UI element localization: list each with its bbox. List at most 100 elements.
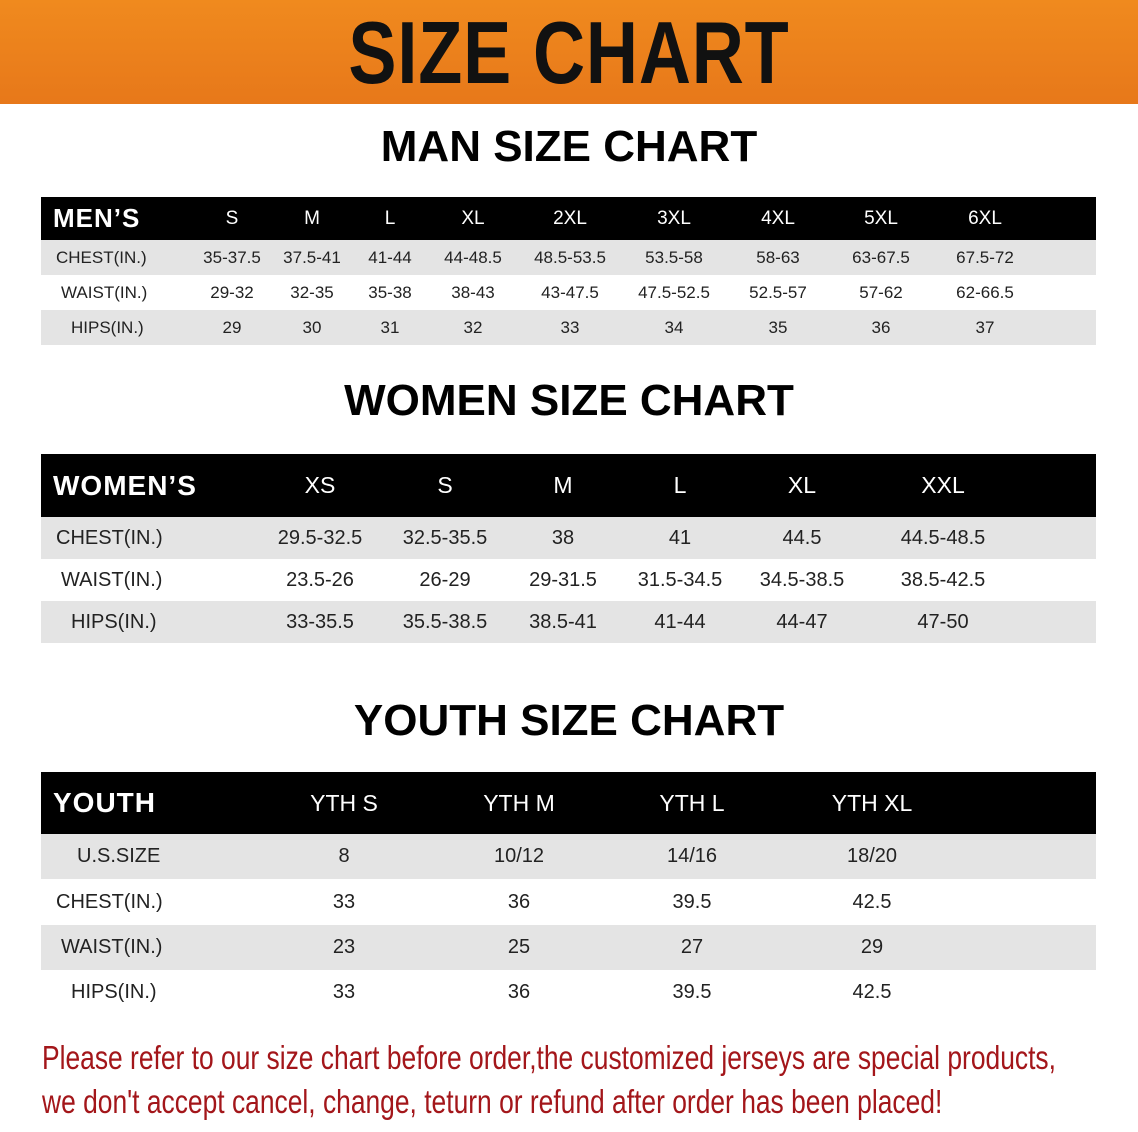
table-cell: 30	[302, 317, 322, 337]
table-cell: 26-29	[419, 568, 471, 591]
table-cell: 44.5-48.5	[900, 526, 986, 549]
size-header: XL	[461, 207, 485, 229]
size-header: M	[553, 472, 573, 498]
table-row: HIPS(IN.) 29 30 31 32 33 34 35 36 37	[41, 310, 1096, 345]
size-header: 3XL	[657, 207, 691, 229]
notice-line-2: we don't accept cancel, change, teturn o…	[42, 1083, 943, 1120]
table-row: WAIST(IN.) 29-32 32-35 35-38 38-43 43-47.5 47.…	[41, 275, 1096, 310]
banner: SIZE CHART	[0, 0, 1138, 104]
women-size-table: WOMEN’S XS S M L XL XXL CHEST(IN.) 29.5-32.5 32.…	[41, 454, 1096, 643]
table-cell: 67.5-72	[956, 247, 1014, 267]
table-cell: 23	[332, 936, 356, 958]
table-cell: 36	[507, 981, 531, 1003]
size-header: M	[304, 207, 320, 229]
table-cell: 43-47.5	[541, 282, 599, 302]
men-size-table: MEN’S S M L XL 2XL 3XL 4XL 5XL 6XL CHEST(IN.) 35-3…	[41, 197, 1096, 345]
table-cell: 58-63	[756, 247, 800, 267]
table-cell: 53.5-58	[645, 247, 703, 267]
table-cell: 39.5	[672, 890, 712, 913]
row-label: WAIST(IN.)	[61, 282, 148, 302]
size-header: 4XL	[761, 207, 795, 229]
table-cell: 35.5-38.5	[402, 610, 488, 633]
table-cell: 52.5-57	[749, 282, 807, 302]
size-header: XXL	[921, 472, 965, 498]
table-cell: 42.5	[852, 890, 892, 913]
size-header: S	[225, 207, 239, 229]
table-cell: 29	[222, 317, 242, 337]
size-header: XL	[787, 472, 817, 498]
table-cell: 34	[664, 317, 684, 337]
table-row: HIPS(IN.) 33 36 39.5 42.5	[41, 970, 1096, 1015]
women-header-label: WOMEN’S	[53, 469, 197, 501]
table-cell: 44-48.5	[444, 247, 502, 267]
youth-section-title: YOUTH SIZE CHART	[353, 696, 785, 745]
row-label: WAIST(IN.)	[61, 936, 163, 958]
table-cell: 38.5-41	[529, 610, 597, 633]
table-cell: 44-47	[776, 610, 828, 633]
table-cell: 23.5-26	[286, 568, 354, 591]
table-row: HIPS(IN.) 33-35.5 35.5-38.5 38.5-41 41-44 44-…	[41, 601, 1096, 643]
table-cell: 33	[560, 317, 580, 337]
table-cell: 41	[668, 526, 692, 549]
size-header: 6XL	[968, 207, 1002, 229]
table-cell: 33	[332, 890, 356, 913]
table-cell: 32	[463, 317, 483, 337]
table-cell: 42.5	[852, 981, 892, 1003]
table-cell: 62-66.5	[956, 282, 1014, 302]
row-label: HIPS(IN.)	[71, 317, 144, 337]
size-header: 2XL	[553, 207, 587, 229]
table-cell: 33-35.5	[286, 610, 354, 633]
row-label: U.S.SIZE	[77, 845, 161, 867]
table-cell: 27	[680, 936, 704, 958]
table-cell: 35-38	[368, 282, 412, 302]
table-row: WAIST(IN.) 23 25 27 29	[41, 925, 1096, 970]
order-notice: Please refer to our size chart before or…	[42, 1036, 1056, 1124]
banner-title: SIZE CHART	[348, 3, 790, 102]
table-cell: 33	[332, 981, 356, 1003]
size-header: XS	[304, 472, 336, 498]
table-cell: 32-35	[290, 282, 334, 302]
table-cell: 38-43	[451, 282, 495, 302]
table-cell: 34.5-38.5	[759, 568, 845, 591]
size-header: L	[673, 472, 687, 498]
youth-size-table: YOUTH YTH S YTH M YTH L YTH XL U.S.SIZE 8 10/1…	[41, 772, 1096, 1015]
table-row: CHEST(IN.) 29.5-32.5 32.5-35.5 38 41 44.5 44.5…	[41, 517, 1096, 559]
row-label: HIPS(IN.)	[71, 981, 157, 1003]
women-header-row: WOMEN’S XS S M L XL XXL	[41, 454, 1096, 517]
size-header: YTH L	[659, 789, 725, 816]
table-cell: 31	[380, 317, 400, 337]
table-row: CHEST(IN.) 33 36 39.5 42.5	[41, 879, 1096, 925]
table-cell: 47-50	[917, 610, 969, 633]
table-cell: 63-67.5	[852, 247, 910, 267]
table-cell: 36	[507, 890, 531, 913]
table-cell: 35	[768, 317, 788, 337]
table-cell: 18/20	[846, 845, 898, 867]
table-cell: 8	[338, 845, 350, 867]
table-row: WAIST(IN.) 23.5-26 26-29 29-31.5 31.5-34.5 34…	[41, 559, 1096, 601]
table-cell: 25	[507, 936, 531, 958]
youth-header-row: YOUTH YTH S YTH M YTH L YTH XL	[41, 772, 1096, 834]
table-cell: 47.5-52.5	[638, 282, 710, 302]
table-cell: 29.5-32.5	[277, 526, 363, 549]
table-cell: 38	[551, 526, 575, 549]
table-cell: 37	[975, 317, 995, 337]
table-cell: 37.5-41	[283, 247, 341, 267]
row-label: CHEST(IN.)	[56, 247, 147, 267]
men-section-title: MAN SIZE CHART	[380, 122, 758, 171]
size-header: YTH XL	[831, 789, 913, 816]
table-cell: 29	[860, 936, 884, 958]
men-header-label: MEN’S	[53, 203, 141, 233]
size-header: S	[437, 472, 453, 498]
table-cell: 29-31.5	[529, 568, 597, 591]
row-label: HIPS(IN.)	[71, 610, 157, 633]
table-row: U.S.SIZE 8 10/12 14/16 18/20	[41, 834, 1096, 879]
row-label: WAIST(IN.)	[61, 568, 163, 591]
table-cell: 38.5-42.5	[900, 568, 986, 591]
men-header-row: MEN’S S M L XL 2XL 3XL 4XL 5XL 6XL	[41, 197, 1096, 240]
table-cell: 31.5-34.5	[637, 568, 723, 591]
table-cell: 36	[871, 317, 891, 337]
table-cell: 39.5	[672, 981, 712, 1003]
size-header: L	[384, 207, 396, 229]
table-cell: 10/12	[493, 845, 545, 867]
table-cell: 57-62	[859, 282, 903, 302]
